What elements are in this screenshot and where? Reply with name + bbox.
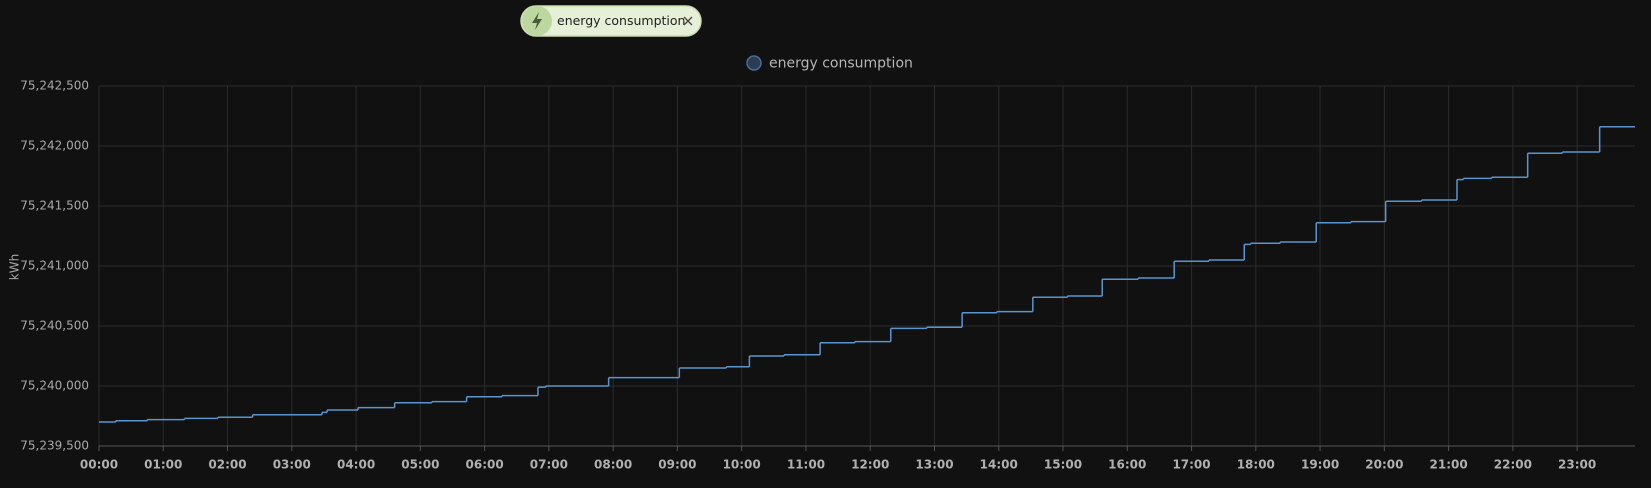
x-tick-label: 00:00 [80, 458, 118, 472]
legend-swatch [746, 55, 762, 71]
y-tick-label: 75,239,500 [20, 439, 89, 453]
x-tick-label: 17:00 [1172, 458, 1210, 472]
x-tick-label: 21:00 [1430, 458, 1468, 472]
y-tick-label: 75,242,000 [20, 139, 89, 153]
y-axis-label: kWh [8, 254, 22, 280]
x-tick-label: 14:00 [980, 458, 1018, 472]
x-tick-label: 02:00 [208, 458, 246, 472]
x-tick-label: 09:00 [658, 458, 696, 472]
chip-label: energy consumption [557, 13, 685, 28]
x-tick-label: 18:00 [1237, 458, 1275, 472]
x-tick-label: 19:00 [1301, 458, 1339, 472]
y-tick-label: 75,240,500 [20, 319, 89, 333]
x-tick-label: 07:00 [530, 458, 568, 472]
x-tick-label: 06:00 [466, 458, 504, 472]
x-tick-label: 20:00 [1365, 458, 1403, 472]
entity-chip[interactable]: energy consumption [520, 5, 702, 37]
x-tick-label: 11:00 [787, 458, 825, 472]
chip-body[interactable] [520, 5, 702, 37]
x-tick-label: 10:00 [723, 458, 761, 472]
y-tick-label: 75,240,000 [20, 379, 89, 393]
y-tick-label: 75,242,500 [20, 79, 89, 93]
legend-label: energy consumption [769, 56, 913, 72]
x-tick-label: 22:00 [1494, 458, 1532, 472]
x-tick-label: 01:00 [144, 458, 182, 472]
y-tick-label: 75,241,500 [20, 199, 89, 213]
x-tick-label: 16:00 [1108, 458, 1146, 472]
y-tick-label: 75,241,000 [20, 259, 89, 273]
x-tick-label: 13:00 [915, 458, 953, 472]
x-tick-label: 04:00 [337, 458, 375, 472]
x-tick-label: 08:00 [594, 458, 632, 472]
chip-icon [532, 12, 542, 30]
x-tick-label: 15:00 [1044, 458, 1082, 472]
chip-remove[interactable] [683, 16, 693, 26]
x-tick-label: 12:00 [851, 458, 889, 472]
x-tick-label: 05:00 [401, 458, 439, 472]
x-tick-label: 03:00 [273, 458, 311, 472]
x-tick-label: 23:00 [1558, 458, 1596, 472]
